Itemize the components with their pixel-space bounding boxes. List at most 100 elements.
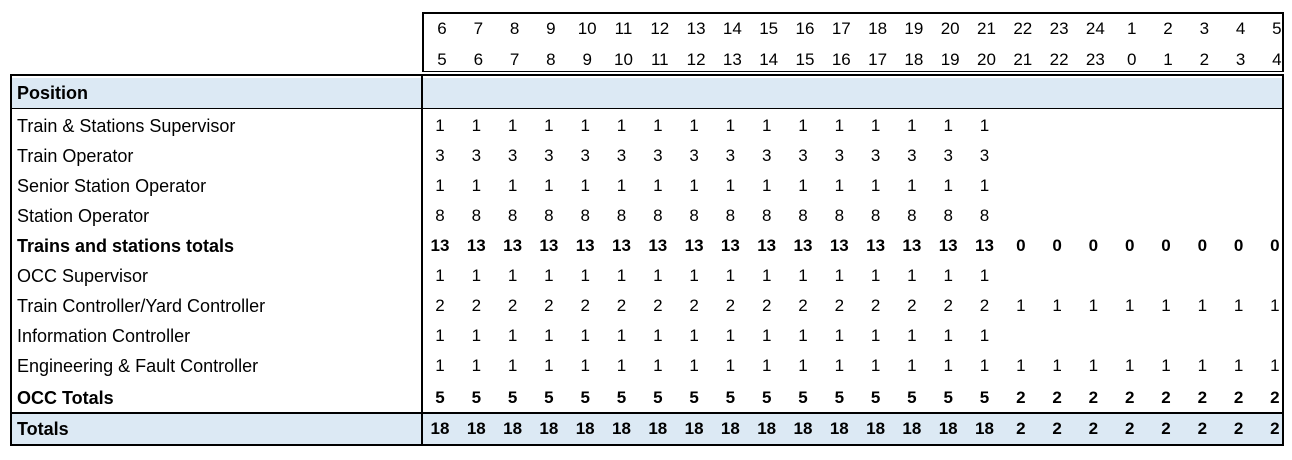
count-cell: 1 bbox=[834, 356, 845, 375]
count-cell: 1 bbox=[435, 356, 445, 375]
count-cell: 2 bbox=[471, 296, 482, 315]
count-cell: 1 bbox=[507, 356, 518, 375]
count-cell: 2 bbox=[653, 296, 663, 315]
count-cell: 2 bbox=[761, 296, 772, 315]
count-cell: 2 bbox=[1161, 388, 1171, 407]
total-cell: 18 bbox=[684, 419, 704, 438]
hour-end: 16 bbox=[831, 50, 851, 69]
position-header-row: Position bbox=[10, 78, 1284, 108]
count-cell: 1 bbox=[435, 266, 445, 285]
position-row: OCC Supervisor 1 1 1 1 1 1 1 1 1 1 1 1 1 1 1 1 bbox=[10, 261, 1284, 291]
total-cell: 2 bbox=[1233, 419, 1244, 438]
count-cell: 5 bbox=[580, 388, 590, 407]
subtotal-row: Trains and stations totals 13 13 13 13 13 13 13… bbox=[10, 231, 1284, 261]
count-cell: 1 bbox=[616, 326, 627, 345]
count-cell: 3 bbox=[979, 146, 990, 165]
count-cell: 13 bbox=[648, 236, 668, 255]
count-cell: 8 bbox=[689, 206, 699, 225]
count-cell: 0 bbox=[1052, 236, 1062, 255]
count-cell: 1 bbox=[798, 356, 808, 375]
count-cell: 1 bbox=[580, 266, 590, 285]
hour-end: 3 bbox=[1235, 50, 1246, 69]
count-cell: 1 bbox=[1016, 296, 1026, 315]
count-cell: 1 bbox=[544, 326, 554, 345]
hour-end: 10 bbox=[614, 50, 633, 69]
hour-end: 1 bbox=[1163, 50, 1173, 69]
hour-start: 11 bbox=[614, 19, 633, 38]
count-cell: 1 bbox=[1270, 356, 1280, 375]
hour-start: 21 bbox=[977, 19, 996, 38]
total-cell: 18 bbox=[902, 419, 922, 438]
count-cell: 1 bbox=[870, 116, 881, 135]
total-cell: 18 bbox=[612, 419, 631, 438]
total-cell: 2 bbox=[1088, 419, 1099, 438]
count-cell: 1 bbox=[507, 266, 518, 285]
count-cell: 13 bbox=[902, 236, 922, 255]
position-row: Station Operator 8 8 8 8 8 8 8 8 8 8 8 8 8 8 8 8 bbox=[10, 201, 1284, 231]
count-cell: 5 bbox=[798, 388, 808, 407]
hour-start: 20 bbox=[940, 19, 960, 38]
count-cell: 5 bbox=[907, 388, 917, 407]
count-cell: 8 bbox=[580, 206, 590, 225]
count-cell: 1 bbox=[1016, 356, 1026, 375]
count-cell: 1 bbox=[580, 176, 590, 195]
count-cell: 5 bbox=[435, 388, 445, 407]
count-cell: 2 bbox=[907, 296, 917, 315]
count-cell: 5 bbox=[834, 388, 845, 407]
count-cell: 13 bbox=[684, 236, 704, 255]
hour-end: 4 bbox=[1272, 50, 1282, 69]
count-cell: 2 bbox=[1016, 388, 1026, 407]
hour-start: 23 bbox=[1049, 19, 1069, 38]
count-cell: 2 bbox=[616, 296, 627, 315]
count-cell: 8 bbox=[798, 206, 808, 225]
count-cell: 1 bbox=[798, 116, 808, 135]
hour-start: 16 bbox=[795, 19, 815, 38]
count-cell: 5 bbox=[653, 388, 663, 407]
count-cell: 1 bbox=[1052, 356, 1062, 375]
row-label: Senior Station Operator bbox=[17, 176, 207, 196]
count-cell: 1 bbox=[761, 326, 772, 345]
count-cell: 1 bbox=[616, 116, 627, 135]
count-cell: 0 bbox=[1016, 236, 1026, 255]
count-cell: 1 bbox=[1270, 296, 1280, 315]
count-cell: 5 bbox=[616, 388, 627, 407]
count-cell: 1 bbox=[435, 176, 445, 195]
count-cell: 3 bbox=[653, 146, 663, 165]
count-cell: 1 bbox=[870, 326, 881, 345]
count-cell: 1 bbox=[798, 326, 808, 345]
count-cell: 1 bbox=[689, 326, 699, 345]
count-cell: 8 bbox=[507, 206, 518, 225]
count-cell: 1 bbox=[907, 266, 917, 285]
count-cell: 1 bbox=[907, 326, 917, 345]
count-cell: 1 bbox=[580, 356, 590, 375]
hour-end: 19 bbox=[940, 50, 960, 69]
count-cell: 1 bbox=[725, 356, 736, 375]
hour-start: 1 bbox=[1126, 19, 1137, 38]
count-cell: 3 bbox=[870, 146, 881, 165]
hour-start: 22 bbox=[1013, 19, 1033, 38]
count-cell: 5 bbox=[725, 388, 736, 407]
position-row: Information Controller 1 1 1 1 1 1 1 1 1 1 1 1 1 1 1 1 bbox=[10, 321, 1284, 351]
count-cell: 1 bbox=[689, 176, 699, 195]
count-cell: 3 bbox=[907, 146, 917, 165]
row-label: Train Operator bbox=[17, 146, 134, 166]
hour-end: 18 bbox=[904, 50, 924, 69]
count-cell: 13 bbox=[793, 236, 813, 255]
count-cell: 2 bbox=[1124, 388, 1135, 407]
count-cell: 0 bbox=[1270, 236, 1280, 255]
count-cell: 1 bbox=[798, 176, 808, 195]
count-cell: 1 bbox=[653, 116, 663, 135]
count-cell: 1 bbox=[580, 116, 590, 135]
count-cell: 13 bbox=[612, 236, 631, 255]
count-cell: 1 bbox=[1233, 356, 1244, 375]
count-cell: 1 bbox=[653, 326, 663, 345]
hour-start: 12 bbox=[650, 19, 670, 38]
hour-end: 20 bbox=[977, 50, 996, 69]
count-cell: 1 bbox=[1197, 356, 1208, 375]
position-label: Position bbox=[17, 83, 88, 103]
count-cell: 8 bbox=[653, 206, 663, 225]
count-cell: 13 bbox=[466, 236, 486, 255]
count-cell: 1 bbox=[834, 176, 845, 195]
count-cell: 2 bbox=[1270, 388, 1280, 407]
count-cell: 1 bbox=[580, 326, 590, 345]
